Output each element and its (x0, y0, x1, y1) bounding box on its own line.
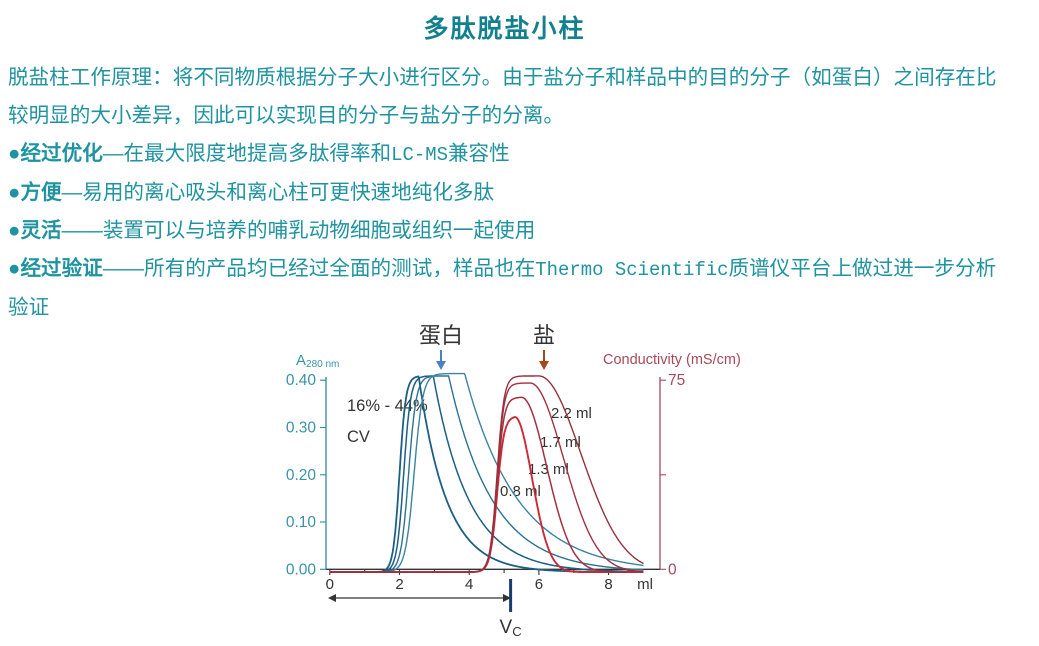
svg-text:A280 nm: A280 nm (296, 352, 339, 370)
svg-text:VC: VC (500, 617, 522, 639)
svg-text:0.10: 0.10 (286, 514, 317, 531)
svg-text:0.00: 0.00 (286, 561, 317, 578)
svg-text:Conductivity (mS/cm): Conductivity (mS/cm) (603, 352, 741, 368)
svg-text:盐: 盐 (533, 323, 555, 348)
svg-text:8: 8 (604, 576, 612, 593)
svg-text:ml: ml (637, 576, 653, 593)
svg-text:0.30: 0.30 (286, 420, 317, 437)
svg-text:6: 6 (535, 576, 543, 593)
svg-text:2: 2 (395, 576, 403, 593)
svg-text:4: 4 (465, 576, 473, 593)
svg-text:0.40: 0.40 (286, 372, 317, 389)
svg-text:CV: CV (347, 428, 370, 446)
svg-text:0.20: 0.20 (286, 467, 317, 484)
svg-text:0: 0 (668, 561, 677, 578)
svg-text:75: 75 (668, 372, 685, 389)
svg-text:蛋白: 蛋白 (419, 323, 463, 348)
svg-text:0: 0 (326, 576, 334, 593)
svg-text:2.2 ml: 2.2 ml (551, 405, 592, 422)
